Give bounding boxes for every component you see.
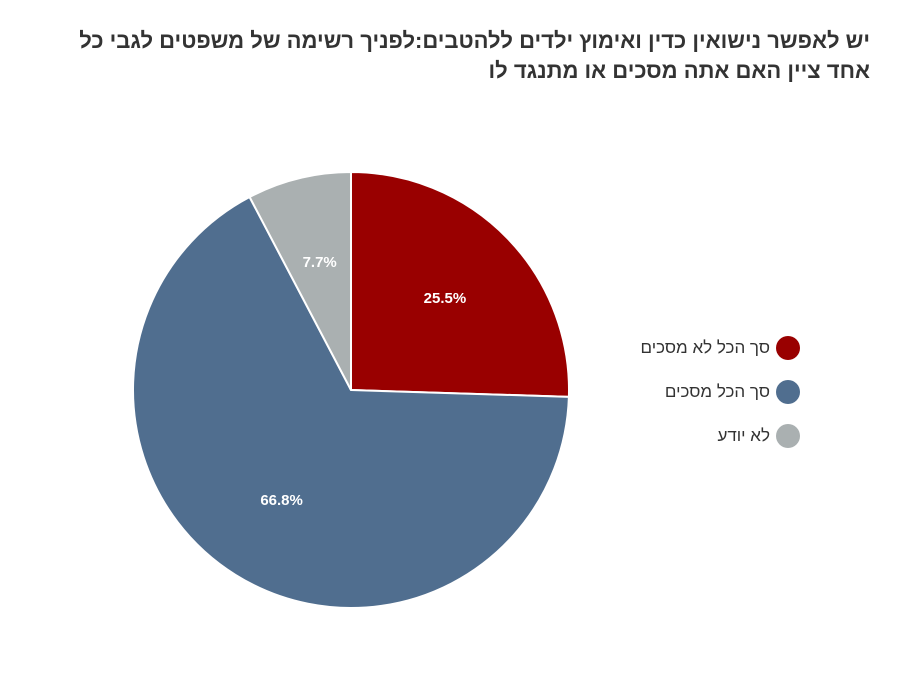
chart-title-line-2: אחד ציין האם אתה מסכים או מתנגד לו (488, 58, 871, 83)
data-label-disagree: 25.5% (424, 290, 467, 307)
legend-item-agree[interactable]: סך הכל מסכים (560, 370, 800, 414)
legend: סך הכל לא מסכים סך הכל מסכים לא יודע (560, 326, 800, 458)
data-label-agree: 66.8% (260, 492, 303, 509)
legend-item-disagree[interactable]: סך הכל לא מסכים (560, 326, 800, 370)
legend-label-disagree: סך הכל לא מסכים (640, 338, 770, 357)
data-label-dont-know: 7.7% (303, 254, 337, 271)
legend-swatch-dont-know (776, 424, 800, 448)
chart-title-line-1: יש לאפשר נישואין כדין ואימוץ ילדים ללהטב… (79, 28, 870, 53)
chart-title: יש לאפשר נישואין כדין ואימוץ ילדים ללהטב… (40, 26, 870, 86)
pie-slice-disagree[interactable] (350, 170, 570, 398)
legend-swatch-agree (776, 380, 800, 404)
legend-item-dont-know[interactable]: לא יודע (560, 414, 800, 458)
legend-label-agree: סך הכל מסכים (664, 382, 770, 401)
pie-data-labels: 25.5% 66.8% 7.7% (260, 254, 466, 509)
legend-label-dont-know: לא יודע (717, 426, 770, 445)
legend-swatch-disagree (776, 336, 800, 360)
pie-slices (132, 170, 570, 609)
pie-slice-dont-know[interactable] (248, 170, 352, 391)
pie-slice-agree[interactable] (132, 195, 570, 609)
